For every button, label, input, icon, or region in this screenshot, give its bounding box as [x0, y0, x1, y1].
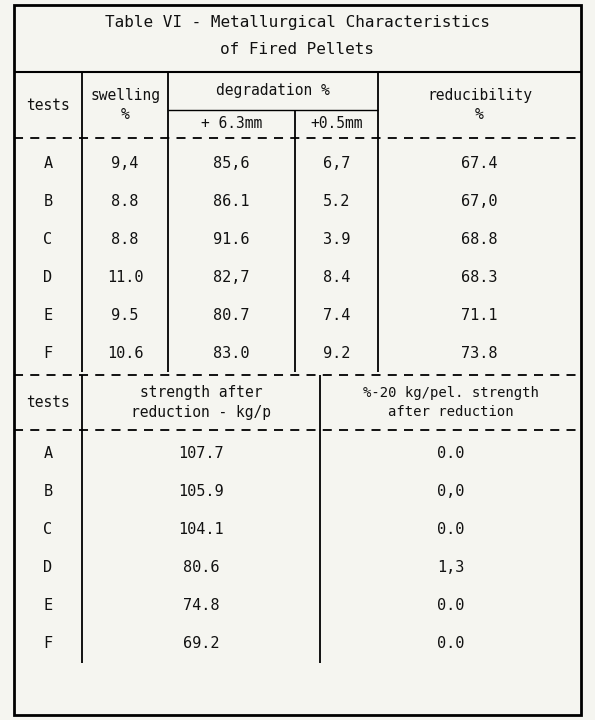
Text: 73.8: 73.8 — [461, 346, 498, 361]
Text: Table VI - Metallurgical Characteristics: Table VI - Metallurgical Characteristics — [105, 14, 490, 30]
Text: 0.0: 0.0 — [437, 446, 464, 462]
Text: 83.0: 83.0 — [213, 346, 250, 361]
Text: 7.4: 7.4 — [323, 307, 350, 323]
Text: 0.0: 0.0 — [437, 523, 464, 538]
Text: 80.6: 80.6 — [183, 560, 219, 575]
Text: 71.1: 71.1 — [461, 307, 498, 323]
Text: of Fired Pellets: of Fired Pellets — [221, 42, 374, 58]
Text: 82,7: 82,7 — [213, 269, 250, 284]
Text: tests: tests — [26, 97, 70, 112]
Text: %-20 kg/pel. strength
after reduction: %-20 kg/pel. strength after reduction — [362, 387, 538, 419]
Text: + 6.3mm: + 6.3mm — [201, 117, 262, 132]
Text: swelling
%: swelling % — [90, 88, 160, 122]
Text: 85,6: 85,6 — [213, 156, 250, 171]
Text: 91.6: 91.6 — [213, 232, 250, 246]
Text: F: F — [43, 636, 52, 652]
Text: D: D — [43, 560, 52, 575]
Text: 68.3: 68.3 — [461, 269, 498, 284]
Text: 0,0: 0,0 — [437, 485, 464, 500]
Text: 104.1: 104.1 — [178, 523, 224, 538]
Text: B: B — [43, 485, 52, 500]
Text: A: A — [43, 156, 52, 171]
Text: 67.4: 67.4 — [461, 156, 498, 171]
Text: 9.2: 9.2 — [323, 346, 350, 361]
Text: 8.4: 8.4 — [323, 269, 350, 284]
Text: C: C — [43, 232, 52, 246]
Text: 5.2: 5.2 — [323, 194, 350, 209]
Text: +0.5mm: +0.5mm — [310, 117, 363, 132]
Text: strength after
reduction - kg/p: strength after reduction - kg/p — [131, 385, 271, 420]
Text: 69.2: 69.2 — [183, 636, 219, 652]
Text: 9,4: 9,4 — [111, 156, 139, 171]
Text: 3.9: 3.9 — [323, 232, 350, 246]
Text: 8.8: 8.8 — [111, 232, 139, 246]
Text: B: B — [43, 194, 52, 209]
Text: 9.5: 9.5 — [111, 307, 139, 323]
Text: 0.0: 0.0 — [437, 636, 464, 652]
Text: 107.7: 107.7 — [178, 446, 224, 462]
Text: 11.0: 11.0 — [107, 269, 143, 284]
Text: E: E — [43, 598, 52, 613]
Text: 67,0: 67,0 — [461, 194, 498, 209]
Text: C: C — [43, 523, 52, 538]
Text: 8.8: 8.8 — [111, 194, 139, 209]
Text: tests: tests — [26, 395, 70, 410]
Text: 105.9: 105.9 — [178, 485, 224, 500]
Text: degradation %: degradation % — [216, 84, 330, 99]
Text: 74.8: 74.8 — [183, 598, 219, 613]
Text: 0.0: 0.0 — [437, 598, 464, 613]
Text: 86.1: 86.1 — [213, 194, 250, 209]
Text: 80.7: 80.7 — [213, 307, 250, 323]
Text: A: A — [43, 446, 52, 462]
Text: 68.8: 68.8 — [461, 232, 498, 246]
Text: 6,7: 6,7 — [323, 156, 350, 171]
Text: F: F — [43, 346, 52, 361]
Text: reducibility
%: reducibility % — [427, 88, 532, 122]
Text: D: D — [43, 269, 52, 284]
Text: 1,3: 1,3 — [437, 560, 464, 575]
Text: E: E — [43, 307, 52, 323]
Text: 10.6: 10.6 — [107, 346, 143, 361]
